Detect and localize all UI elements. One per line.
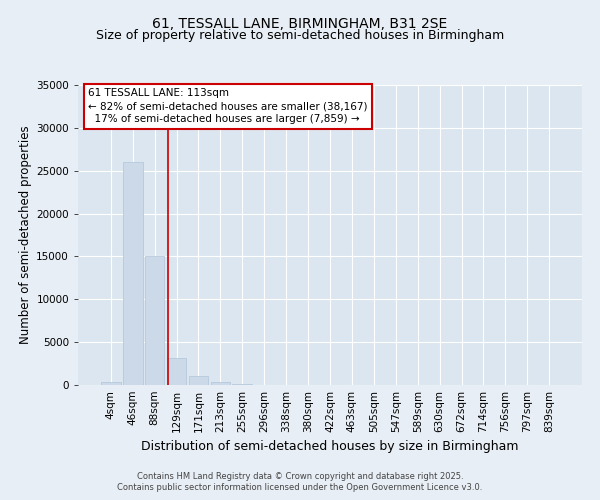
Bar: [101, 382, 121, 385]
Text: Size of property relative to semi-detached houses in Birmingham: Size of property relative to semi-detach…: [96, 29, 504, 42]
Text: Contains HM Land Registry data © Crown copyright and database right 2025.
Contai: Contains HM Land Registry data © Crown c…: [118, 472, 482, 492]
Bar: [232, 384, 252, 385]
Bar: [145, 256, 164, 385]
Text: 61 TESSALL LANE: 113sqm
← 82% of semi-detached houses are smaller (38,167)
  17%: 61 TESSALL LANE: 113sqm ← 82% of semi-de…: [88, 88, 368, 124]
Text: 61, TESSALL LANE, BIRMINGHAM, B31 2SE: 61, TESSALL LANE, BIRMINGHAM, B31 2SE: [152, 18, 448, 32]
Y-axis label: Number of semi-detached properties: Number of semi-detached properties: [19, 126, 32, 344]
X-axis label: Distribution of semi-detached houses by size in Birmingham: Distribution of semi-detached houses by …: [141, 440, 519, 454]
Bar: [188, 376, 208, 385]
Bar: [123, 162, 143, 385]
Bar: [167, 358, 187, 385]
Bar: [211, 382, 230, 385]
